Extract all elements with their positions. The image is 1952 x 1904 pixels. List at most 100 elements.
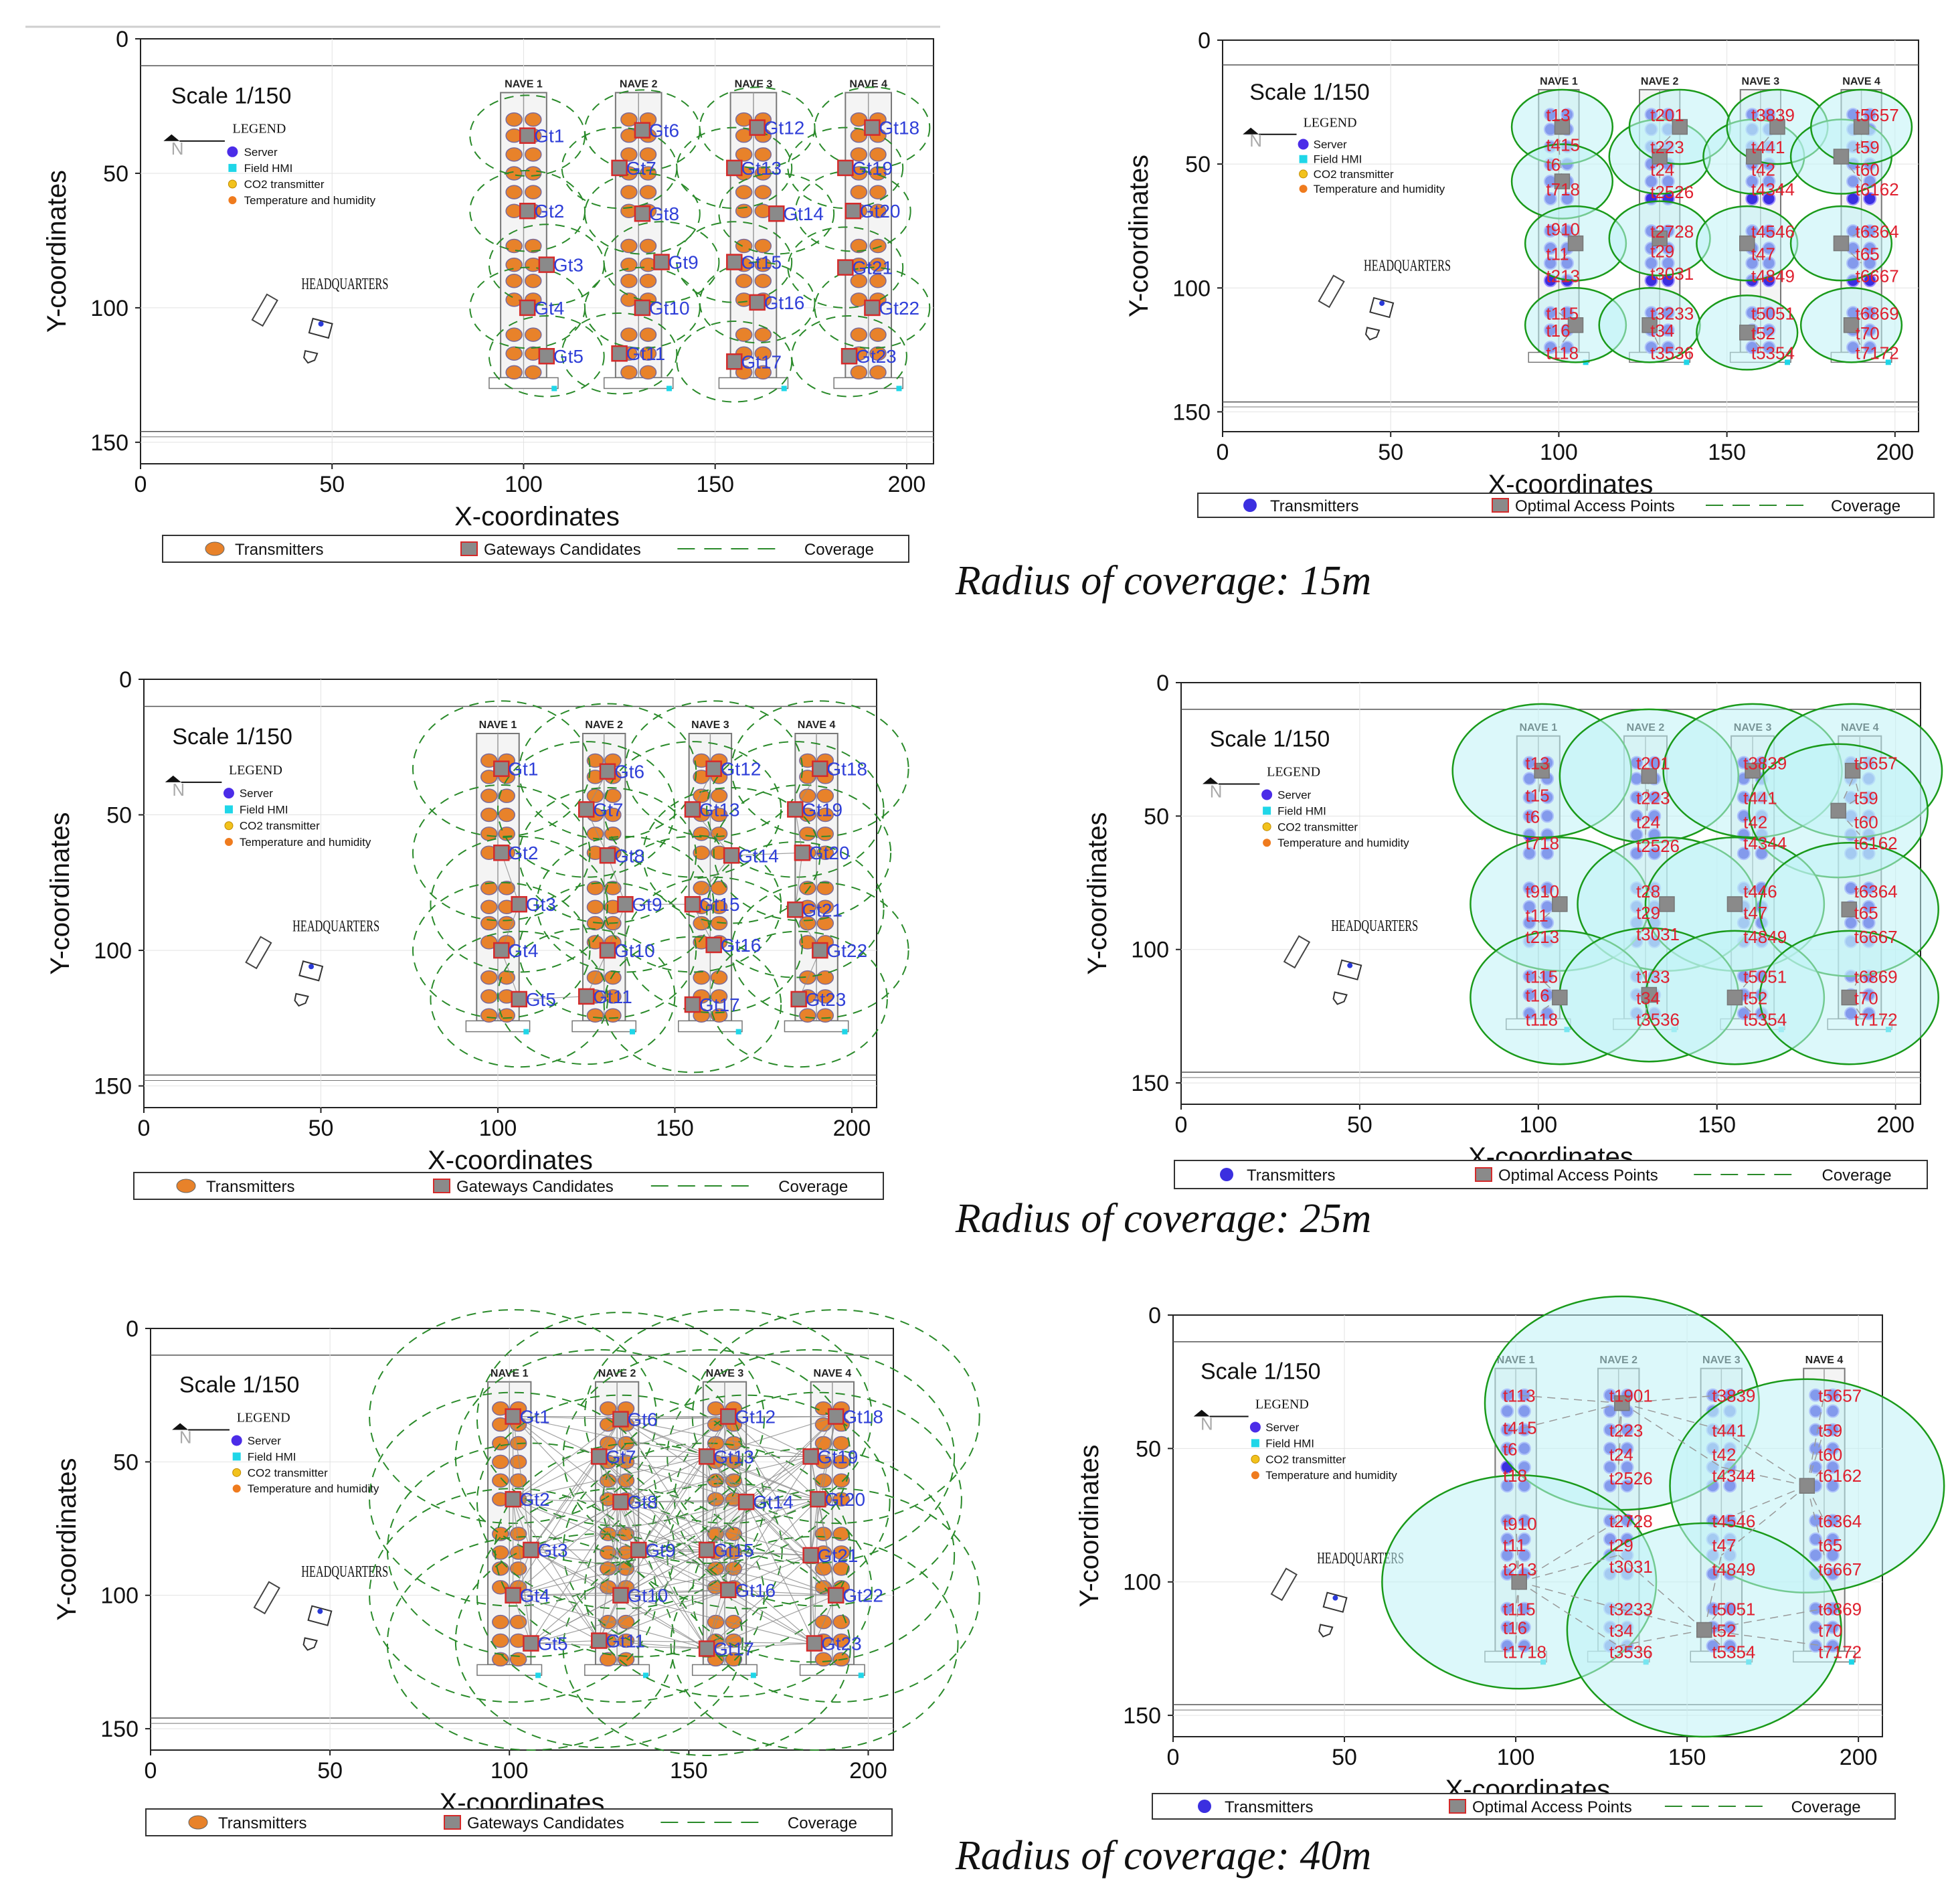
link-line bbox=[745, 1501, 815, 1644]
mini-legend-item: Temperature and humidity bbox=[240, 836, 371, 849]
gateway-candidate-marker bbox=[591, 1448, 608, 1465]
transmitter-label: t3233 bbox=[1650, 303, 1694, 323]
link-line bbox=[706, 1456, 812, 1551]
gateway-label: Gt13 bbox=[741, 158, 782, 179]
transmitter-label: t11 bbox=[1546, 244, 1569, 264]
link-line bbox=[814, 1499, 818, 1644]
transmitter-label: t16 bbox=[1546, 321, 1570, 341]
transmitter-marker bbox=[492, 1436, 509, 1451]
gateway-candidate-marker bbox=[790, 990, 807, 1008]
legend-gateway-icon bbox=[1492, 498, 1509, 513]
gateway-label: Gt11 bbox=[593, 986, 632, 1007]
transmitter-marker bbox=[639, 147, 657, 162]
nave-label: NAVE 4 bbox=[1805, 1355, 1844, 1366]
gateway-candidate-marker bbox=[599, 942, 616, 959]
gateway-candidate-marker bbox=[840, 347, 858, 365]
gateway-label: Gt10 bbox=[614, 940, 655, 961]
gateway-candidate-marker bbox=[726, 159, 743, 177]
transmitter-marker bbox=[814, 1652, 832, 1667]
link-line bbox=[745, 1501, 812, 1556]
transmitter-label: t60 bbox=[1856, 160, 1880, 180]
link-line bbox=[1621, 1402, 1722, 1431]
north-letter: N bbox=[1210, 781, 1223, 801]
transmitter-marker bbox=[832, 1614, 850, 1630]
gateway-candidate-marker bbox=[519, 299, 536, 317]
coverage-circle bbox=[624, 700, 803, 837]
transmitter-label: t5051 bbox=[1751, 303, 1795, 323]
transmitter-marker bbox=[832, 1561, 850, 1576]
x-tick-label: 0 bbox=[1167, 1745, 1180, 1770]
coverage-circle bbox=[603, 835, 782, 973]
link-line bbox=[620, 1456, 811, 1502]
nave-base bbox=[678, 1020, 743, 1033]
gateway-label: Gt20 bbox=[860, 201, 901, 222]
transmitter-label: t52 bbox=[1751, 323, 1775, 343]
transmitter-label: t47 bbox=[1712, 1535, 1736, 1555]
gateway-label: Gt22 bbox=[826, 940, 867, 961]
annex-icon bbox=[1332, 991, 1348, 1005]
coverage-circle bbox=[670, 1536, 959, 1751]
link-line bbox=[513, 1501, 621, 1596]
coverage-circle bbox=[518, 787, 697, 924]
access-point-marker bbox=[1614, 1395, 1630, 1411]
link-line bbox=[531, 1501, 747, 1551]
server-room-icon bbox=[1322, 1591, 1348, 1613]
transmitter-label: t5354 bbox=[1712, 1642, 1755, 1662]
link-line bbox=[817, 1499, 836, 1595]
transmitter-label: t42 bbox=[1751, 160, 1775, 180]
link-line bbox=[513, 1415, 707, 1457]
field-hmi-icon bbox=[1785, 359, 1791, 365]
bottom-legend: Transmitters Gateways Candidates Coverage bbox=[162, 535, 909, 563]
access-point-marker bbox=[1554, 118, 1571, 135]
gateway-label: Gt12 bbox=[721, 759, 762, 780]
coverage-circle bbox=[518, 703, 697, 840]
link-line bbox=[620, 1456, 707, 1596]
field-hmi-icon bbox=[781, 385, 787, 392]
transmitter-marker bbox=[735, 273, 753, 288]
transmitter-marker bbox=[710, 881, 728, 895]
transmitter-marker bbox=[832, 1527, 850, 1541]
transmitter-marker bbox=[816, 916, 834, 931]
link-line bbox=[706, 1456, 836, 1596]
transmitter-marker bbox=[639, 365, 657, 380]
link-line bbox=[1645, 776, 1650, 835]
transmitter-label: t415 bbox=[1503, 1417, 1537, 1438]
transmitter-marker bbox=[620, 365, 638, 380]
coverage-circle bbox=[699, 261, 816, 344]
link-line bbox=[1519, 1555, 1619, 1583]
gateway-label: Gt21 bbox=[802, 899, 842, 920]
access-point-marker bbox=[1769, 118, 1785, 135]
y-tick-label: 50 bbox=[106, 803, 132, 829]
gateway-candidate-marker bbox=[511, 990, 527, 1008]
transmitter-label: t223 bbox=[1650, 137, 1684, 157]
field-hmi-icon bbox=[228, 163, 237, 172]
legend-label: Optimal Access Points bbox=[1472, 1798, 1632, 1816]
link-line bbox=[706, 1456, 818, 1500]
link-line bbox=[598, 1456, 622, 1595]
mini-legend-title: LEGEND bbox=[1267, 765, 1320, 780]
panel-40m-optimal: 0 50 100 150 200050100150X-coordinatesY-coor… bbox=[1075, 1295, 1945, 1820]
link-line bbox=[513, 1415, 621, 1420]
gateway-candidate-marker bbox=[720, 1581, 737, 1599]
transmitter-label: t4546 bbox=[1751, 222, 1795, 242]
transmitter-label: t4849 bbox=[1743, 927, 1787, 947]
bottom-legend: Transmitters Gateways Candidates Coverage bbox=[145, 1808, 893, 1836]
y-tick-label: 150 bbox=[90, 430, 128, 456]
annex-icon bbox=[302, 1637, 318, 1651]
legend-frame bbox=[162, 535, 909, 563]
link-line bbox=[727, 1456, 812, 1591]
legend-label: Coverage bbox=[778, 1178, 848, 1196]
access-point-marker bbox=[1641, 986, 1658, 1003]
transmitter-label: t441 bbox=[1712, 1420, 1746, 1440]
caption-25m: Radius of coverage: 25m bbox=[955, 1196, 1372, 1241]
transmitter-label: t3839 bbox=[1751, 105, 1795, 125]
access-point-marker bbox=[1746, 149, 1762, 165]
legend-transmitter-icon bbox=[188, 1815, 208, 1830]
coverage-circle bbox=[412, 700, 591, 837]
gateway-label: Gt23 bbox=[856, 346, 897, 367]
link-line bbox=[620, 1589, 729, 1596]
legend-frame bbox=[1152, 1793, 1896, 1820]
gateway-label: Gt3 bbox=[537, 1540, 567, 1561]
link-line bbox=[531, 1640, 600, 1644]
transmitter-label: t6162 bbox=[1856, 179, 1899, 199]
